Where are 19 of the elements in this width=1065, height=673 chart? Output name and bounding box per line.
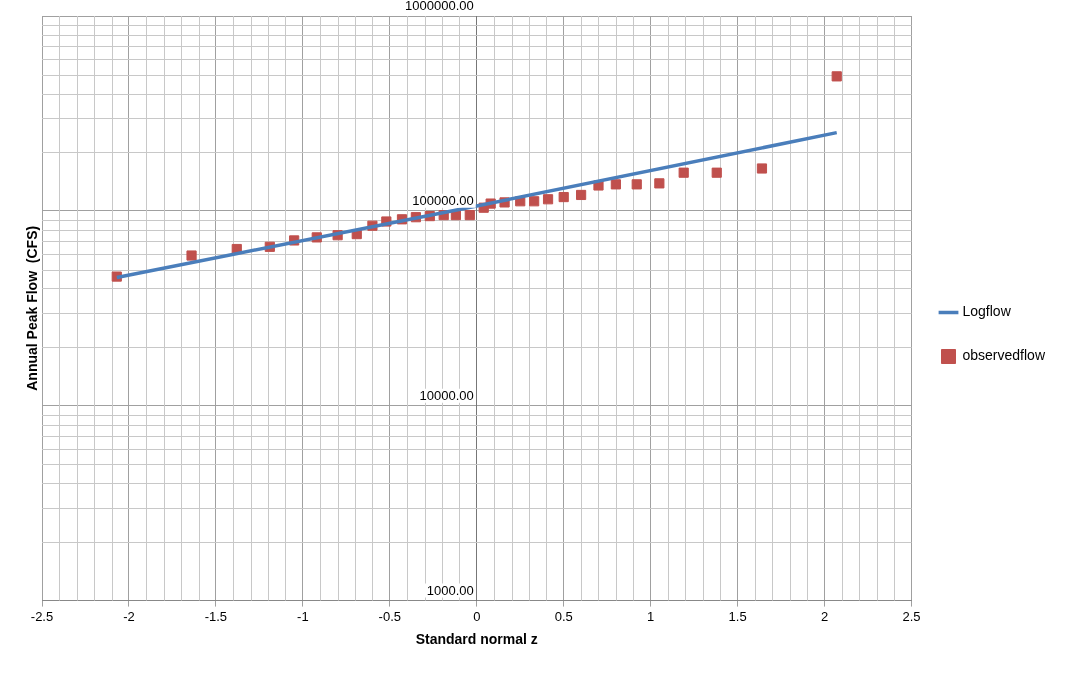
- y-axis-title: Annual Peak Flow (CFS): [23, 225, 40, 391]
- y-tick-label: 1000.00: [426, 582, 474, 598]
- x-tick-label: 2.5: [902, 608, 921, 624]
- x-tick-label: 2: [820, 608, 829, 624]
- x-tick-label: -1: [297, 608, 309, 624]
- legend-label: observedflow: [962, 347, 1046, 364]
- x-tick-label: 1: [647, 608, 655, 624]
- legend-label: Logflow: [962, 303, 1012, 320]
- x-tick-label: 0.5: [554, 608, 573, 624]
- x-tick-label: -2.5: [30, 608, 54, 624]
- x-axis-title: Standard normal z: [415, 631, 538, 648]
- x-tick-label: 0: [473, 608, 481, 624]
- y-tick-label: 10000.00: [419, 387, 474, 403]
- x-tick-label: -0.5: [378, 608, 402, 624]
- x-tick-label: 1.5: [728, 608, 747, 624]
- x-tick-label: -2: [123, 608, 135, 624]
- x-tick-label: -1.5: [204, 608, 228, 624]
- y-tick-label: 1000000.00: [405, 0, 474, 14]
- y-tick-label: 100000.00: [412, 192, 474, 208]
